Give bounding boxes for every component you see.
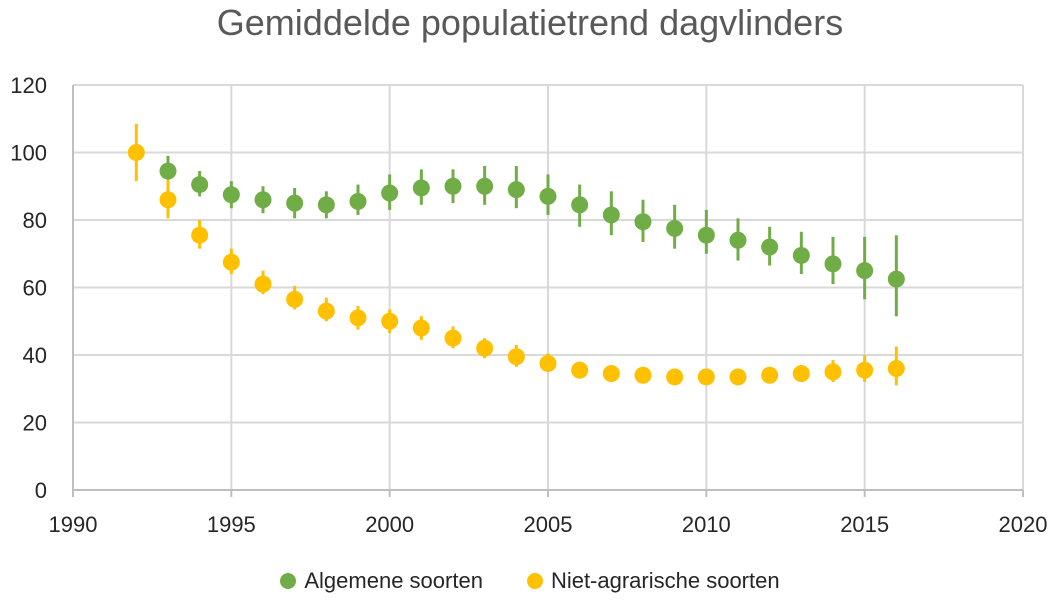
x-tick-label: 2020 xyxy=(999,512,1048,537)
data-point-algemene xyxy=(381,184,399,202)
grid-layer xyxy=(73,84,1024,490)
data-point-niet-agrarisch xyxy=(824,363,842,381)
data-point-niet-agrarisch xyxy=(729,368,747,386)
data-point-niet-agrarisch xyxy=(539,354,557,372)
x-tick-label: 2005 xyxy=(524,512,573,537)
data-point-niet-agrarisch xyxy=(666,368,684,386)
y-tick-label: 60 xyxy=(23,276,47,301)
y-tick-label: 40 xyxy=(23,343,47,368)
data-point-niet-agrarisch xyxy=(412,319,430,337)
data-point-algemene xyxy=(349,192,367,210)
data-point-algemene xyxy=(507,181,525,199)
y-tick-label: 120 xyxy=(10,73,47,98)
data-point-niet-agrarisch xyxy=(127,144,145,161)
chart-plot: 0 20 40 60 80 100 120 1990 1995 2000 2005 2010 2015 2… xyxy=(10,73,1047,537)
x-tick-label: 1990 xyxy=(49,512,98,537)
data-point-niet-agrarisch xyxy=(191,226,209,244)
data-point-algemene xyxy=(602,206,620,224)
legend-marker-niet-agrarisch xyxy=(526,573,543,589)
data-point-algemene xyxy=(539,187,557,205)
data-point-niet-agrarisch xyxy=(507,348,525,366)
y-tick-label: 0 xyxy=(35,478,47,503)
data-point-niet-agrarisch xyxy=(571,361,589,379)
data-point-niet-agrarisch xyxy=(761,366,779,384)
data-point-algemene xyxy=(792,246,810,264)
data-point-algemene xyxy=(254,191,272,209)
legend-item-niet-agrarisch[interactable]: Niet-agrarische soorten xyxy=(526,568,780,594)
data-point-algemene xyxy=(761,238,779,256)
data-point-niet-agrarisch xyxy=(444,329,462,347)
chart-title: Gemiddelde populatietrend dagvlinders xyxy=(216,2,844,43)
data-point-niet-agrarisch xyxy=(349,309,367,327)
y-tick-label: 100 xyxy=(10,141,47,166)
data-point-niet-agrarisch xyxy=(856,361,874,379)
data-point-algemene xyxy=(159,162,177,180)
x-tick-label: 1995 xyxy=(207,512,256,537)
data-point-niet-agrarisch xyxy=(254,275,272,293)
data-point-algemene xyxy=(317,196,335,214)
legend-item-algemene[interactable]: Algemene soorten xyxy=(280,568,483,594)
data-point-niet-agrarisch xyxy=(634,366,652,384)
data-point-algemene xyxy=(444,177,462,195)
data-point-niet-agrarisch xyxy=(697,368,715,386)
legend-label-niet-agrarisch: Niet-agrarische soorten xyxy=(550,568,780,593)
data-point-layer xyxy=(127,144,905,386)
error-bar-layer xyxy=(134,123,898,386)
data-point-algemene xyxy=(666,219,684,237)
data-point-algemene xyxy=(697,226,715,244)
data-point-niet-agrarisch xyxy=(317,302,335,320)
data-point-niet-agrarisch xyxy=(602,365,620,383)
legend-marker-algemene xyxy=(280,573,297,589)
axis-layer: 0 20 40 60 80 100 120 1990 1995 2000 2005 2010 2015 2… xyxy=(10,73,1047,537)
data-point-algemene xyxy=(824,255,842,273)
y-tick-label: 80 xyxy=(23,208,47,233)
data-point-niet-agrarisch xyxy=(222,253,240,271)
data-point-niet-agrarisch xyxy=(159,191,177,209)
data-point-algemene xyxy=(222,186,240,204)
data-point-algemene xyxy=(856,262,874,280)
y-tick-label: 20 xyxy=(23,411,47,436)
data-point-algemene xyxy=(571,196,589,214)
legend: Algemene soorten Niet-agrarische soorten xyxy=(0,568,1060,594)
data-point-niet-agrarisch xyxy=(286,290,304,308)
x-tick-label: 2010 xyxy=(682,512,731,537)
data-point-algemene xyxy=(412,179,430,197)
legend-label-algemene: Algemene soorten xyxy=(304,568,483,593)
data-point-niet-agrarisch xyxy=(887,360,905,377)
data-point-algemene xyxy=(191,176,209,194)
x-tick-label: 2000 xyxy=(365,512,414,537)
data-point-niet-agrarisch xyxy=(792,365,810,383)
x-tick-label: 2015 xyxy=(840,512,889,537)
data-point-algemene xyxy=(887,270,905,288)
data-point-algemene xyxy=(286,194,304,212)
data-point-niet-agrarisch xyxy=(476,339,494,357)
data-point-algemene xyxy=(476,177,494,195)
data-point-algemene xyxy=(729,231,747,249)
data-point-algemene xyxy=(634,213,652,231)
data-point-niet-agrarisch xyxy=(381,312,399,330)
